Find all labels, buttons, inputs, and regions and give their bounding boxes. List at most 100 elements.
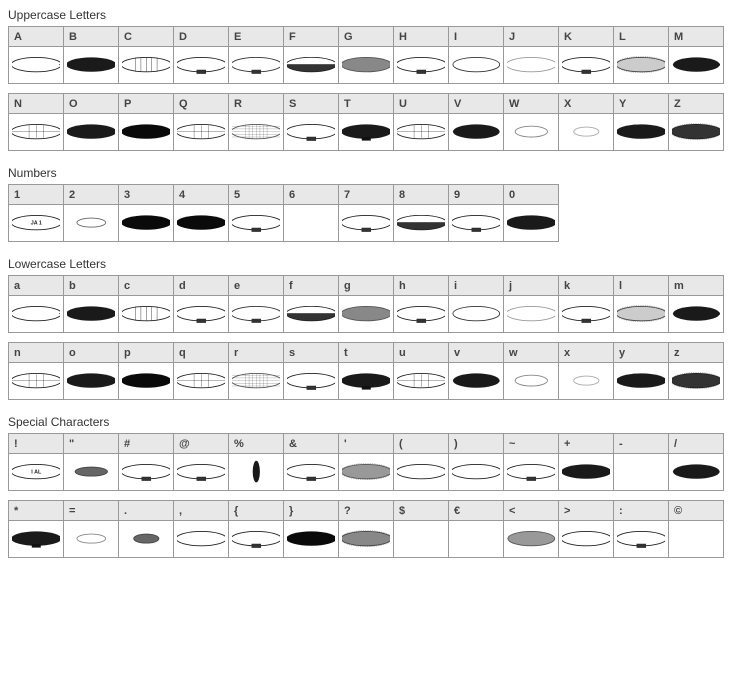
character-cell[interactable]: 0 bbox=[503, 184, 559, 242]
character-cell[interactable]: v bbox=[448, 342, 504, 400]
character-cell[interactable]: © bbox=[668, 500, 724, 558]
character-cell[interactable]: F bbox=[283, 26, 339, 84]
character-cell[interactable]: 9 bbox=[448, 184, 504, 242]
character-cell[interactable]: b bbox=[63, 275, 119, 333]
character-cell[interactable]: G bbox=[338, 26, 394, 84]
character-cell[interactable]: m bbox=[668, 275, 724, 333]
character-cell[interactable]: u bbox=[393, 342, 449, 400]
character-section: Special Characters!I AL"#@%&'()~+-/*=.,{… bbox=[8, 415, 740, 557]
character-cell[interactable]: : bbox=[613, 500, 669, 558]
character-cell[interactable]: ? bbox=[338, 500, 394, 558]
character-cell[interactable]: 2 bbox=[63, 184, 119, 242]
character-cell[interactable]: g bbox=[338, 275, 394, 333]
character-cell[interactable]: c bbox=[118, 275, 174, 333]
character-cell[interactable]: % bbox=[228, 433, 284, 491]
character-label: . bbox=[119, 501, 173, 521]
character-label: + bbox=[559, 434, 613, 454]
character-cell[interactable]: ) bbox=[448, 433, 504, 491]
character-cell[interactable]: # bbox=[118, 433, 174, 491]
character-cell[interactable]: D bbox=[173, 26, 229, 84]
character-cell[interactable]: W bbox=[503, 93, 559, 151]
character-cell[interactable]: & bbox=[283, 433, 339, 491]
character-cell[interactable]: € bbox=[448, 500, 504, 558]
character-cell[interactable]: R bbox=[228, 93, 284, 151]
character-cell[interactable]: d bbox=[173, 275, 229, 333]
blimp-glyph-icon bbox=[559, 454, 613, 490]
character-label: ? bbox=[339, 501, 393, 521]
character-cell[interactable]: > bbox=[558, 500, 614, 558]
character-cell[interactable]: x bbox=[558, 342, 614, 400]
character-cell[interactable]: ~ bbox=[503, 433, 559, 491]
character-cell[interactable]: Y bbox=[613, 93, 669, 151]
character-cell[interactable]: M bbox=[668, 26, 724, 84]
character-cell[interactable]: , bbox=[173, 500, 229, 558]
character-cell[interactable]: B bbox=[63, 26, 119, 84]
character-cell[interactable]: = bbox=[63, 500, 119, 558]
character-cell[interactable]: { bbox=[228, 500, 284, 558]
character-cell[interactable]: A bbox=[8, 26, 64, 84]
character-cell[interactable]: ' bbox=[338, 433, 394, 491]
character-cell[interactable]: k bbox=[558, 275, 614, 333]
character-cell[interactable]: } bbox=[283, 500, 339, 558]
blimp-glyph-icon bbox=[449, 363, 503, 399]
character-cell[interactable]: r bbox=[228, 342, 284, 400]
character-cell[interactable]: !I AL bbox=[8, 433, 64, 491]
character-cell[interactable]: h bbox=[393, 275, 449, 333]
character-cell[interactable]: j bbox=[503, 275, 559, 333]
character-cell[interactable]: @ bbox=[173, 433, 229, 491]
character-cell[interactable]: < bbox=[503, 500, 559, 558]
character-cell[interactable]: Z bbox=[668, 93, 724, 151]
blimp-glyph-icon bbox=[449, 205, 503, 241]
character-cell[interactable]: * bbox=[8, 500, 64, 558]
character-label: ' bbox=[339, 434, 393, 454]
character-cell[interactable]: 5 bbox=[228, 184, 284, 242]
character-label: s bbox=[284, 343, 338, 363]
character-cell[interactable]: i bbox=[448, 275, 504, 333]
character-cell[interactable]: T bbox=[338, 93, 394, 151]
blimp-glyph-icon bbox=[64, 363, 118, 399]
character-cell[interactable]: S bbox=[283, 93, 339, 151]
character-grid: !I AL"#@%&'()~+-/ *=.,{}?$€<>:© bbox=[8, 433, 740, 557]
character-cell[interactable]: J bbox=[503, 26, 559, 84]
character-cell[interactable]: P bbox=[118, 93, 174, 151]
character-cell[interactable]: I bbox=[448, 26, 504, 84]
character-cell[interactable]: O bbox=[63, 93, 119, 151]
character-cell[interactable]: Q bbox=[173, 93, 229, 151]
character-cell[interactable]: 3 bbox=[118, 184, 174, 242]
character-cell[interactable]: p bbox=[118, 342, 174, 400]
character-cell[interactable]: e bbox=[228, 275, 284, 333]
character-cell[interactable]: s bbox=[283, 342, 339, 400]
character-cell[interactable]: H bbox=[393, 26, 449, 84]
character-cell[interactable]: w bbox=[503, 342, 559, 400]
character-cell[interactable]: 4 bbox=[173, 184, 229, 242]
character-cell[interactable]: 6 bbox=[283, 184, 339, 242]
character-cell[interactable]: + bbox=[558, 433, 614, 491]
character-cell[interactable]: X bbox=[558, 93, 614, 151]
character-cell[interactable]: C bbox=[118, 26, 174, 84]
character-cell[interactable]: U bbox=[393, 93, 449, 151]
character-cell[interactable]: q bbox=[173, 342, 229, 400]
character-cell[interactable]: z bbox=[668, 342, 724, 400]
character-cell[interactable]: o bbox=[63, 342, 119, 400]
blimp-glyph-icon bbox=[9, 114, 63, 150]
character-cell[interactable]: a bbox=[8, 275, 64, 333]
character-cell[interactable]: f bbox=[283, 275, 339, 333]
character-cell[interactable]: E bbox=[228, 26, 284, 84]
character-cell[interactable]: n bbox=[8, 342, 64, 400]
character-cell[interactable]: - bbox=[613, 433, 669, 491]
character-cell[interactable]: 8 bbox=[393, 184, 449, 242]
character-cell[interactable]: N bbox=[8, 93, 64, 151]
character-cell[interactable]: t bbox=[338, 342, 394, 400]
character-cell[interactable]: L bbox=[613, 26, 669, 84]
character-cell[interactable]: K bbox=[558, 26, 614, 84]
character-cell[interactable]: y bbox=[613, 342, 669, 400]
character-cell[interactable]: . bbox=[118, 500, 174, 558]
character-cell[interactable]: " bbox=[63, 433, 119, 491]
character-cell[interactable]: 7 bbox=[338, 184, 394, 242]
character-cell[interactable]: $ bbox=[393, 500, 449, 558]
character-cell[interactable]: 1JA 1 bbox=[8, 184, 64, 242]
character-cell[interactable]: / bbox=[668, 433, 724, 491]
character-cell[interactable]: ( bbox=[393, 433, 449, 491]
character-cell[interactable]: l bbox=[613, 275, 669, 333]
character-cell[interactable]: V bbox=[448, 93, 504, 151]
